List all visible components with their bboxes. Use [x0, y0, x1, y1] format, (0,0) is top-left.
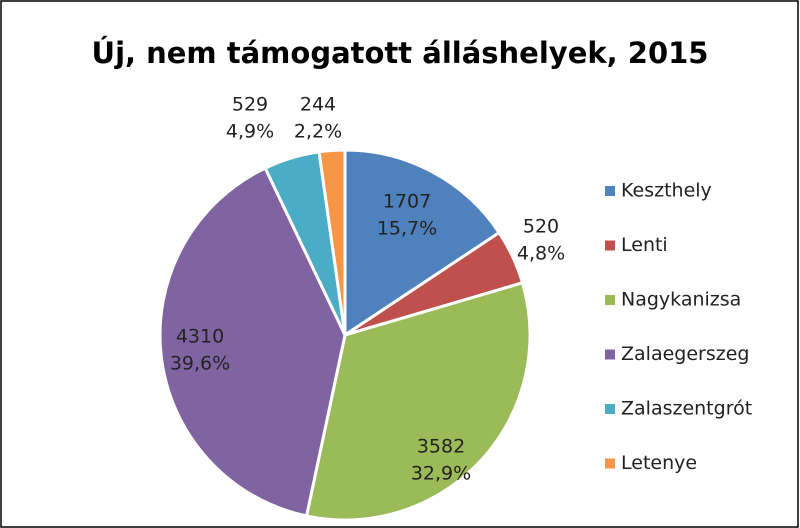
- data-label: 3582: [417, 436, 465, 458]
- percent-label: 4,8%: [517, 243, 565, 265]
- data-label: 1707: [383, 191, 431, 213]
- legend-swatch: [605, 240, 615, 251]
- data-label: 529: [232, 94, 268, 116]
- legend-label: Zalaegerszeg: [621, 343, 749, 365]
- data-label: 4310: [176, 326, 224, 348]
- legend-label: Zalaszentgrót: [621, 398, 752, 420]
- chart-title: Új, nem támogatott álláshelyek, 2015: [92, 36, 709, 70]
- pie-slice: [158, 166, 347, 518]
- pie-slice: [343, 148, 502, 338]
- legend-label: Letenye: [621, 452, 697, 474]
- data-label: 244: [300, 94, 336, 116]
- legend-swatch: [605, 458, 615, 469]
- percent-label: 4,9%: [226, 121, 274, 143]
- percent-label: 15,7%: [377, 218, 437, 240]
- legend-label: Nagykanizsa: [621, 289, 741, 311]
- legend-swatch: [605, 349, 615, 360]
- legend-label: Lenti: [621, 234, 668, 256]
- percent-label: 32,9%: [411, 463, 471, 485]
- pie-slice: [317, 148, 347, 336]
- legend-swatch: [605, 295, 615, 305]
- legend-swatch: [605, 186, 615, 196]
- data-label: 520: [523, 216, 559, 238]
- percent-label: 39,6%: [170, 353, 230, 375]
- pie-slice: [304, 280, 532, 522]
- legend-swatch: [605, 404, 615, 414]
- percent-label: 2,2%: [294, 121, 342, 143]
- legend-label: Keszthely: [621, 180, 712, 202]
